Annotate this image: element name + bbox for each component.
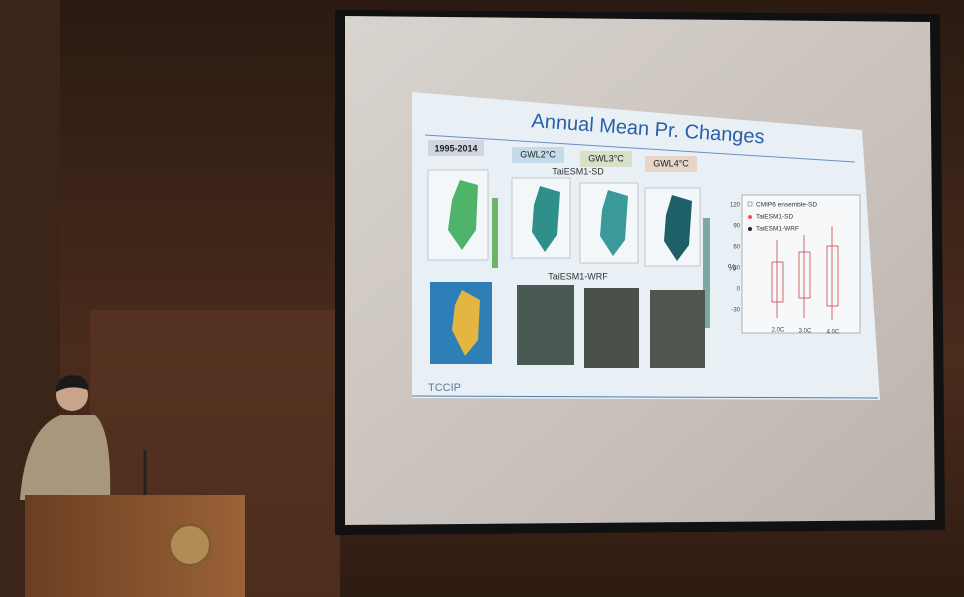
row-label: TaiESM1-WRF bbox=[548, 271, 608, 281]
map-panel bbox=[650, 290, 705, 368]
map-panel bbox=[584, 288, 639, 368]
x-tick-label: 2.0C bbox=[772, 328, 785, 334]
y-axis-unit: % bbox=[728, 262, 736, 272]
colorbar bbox=[492, 198, 498, 268]
x-tick-label: 3.0C bbox=[799, 329, 812, 335]
scenario: GWL4°C bbox=[653, 158, 689, 168]
row-label: TaiESM1-SD bbox=[552, 166, 604, 176]
podium bbox=[25, 495, 245, 597]
y-tick-label: 60 bbox=[733, 245, 740, 251]
logo: TCCIP bbox=[428, 382, 461, 394]
scenario: GWL2°C bbox=[520, 149, 556, 159]
legend-swatch bbox=[748, 227, 752, 231]
y-tick-label: 120 bbox=[730, 203, 741, 209]
scenario: GWL3°C bbox=[588, 153, 624, 163]
period: 1995-2014 bbox=[434, 143, 477, 153]
x-tick-label: 4.0C bbox=[827, 330, 840, 336]
photo: Annual Mean Pr. Changes 1995-2014 GWL2°C… bbox=[0, 0, 964, 597]
legend-label: TaiESM1-WRF bbox=[756, 226, 799, 233]
legend-label: TaiESM1-SD bbox=[756, 214, 794, 221]
y-tick-label: 90 bbox=[733, 224, 740, 230]
map-panel bbox=[517, 285, 574, 365]
legend-swatch bbox=[748, 215, 752, 219]
y-tick-label: -30 bbox=[731, 308, 740, 314]
podium-emblem bbox=[170, 525, 210, 565]
legend-label: CMIP6 ensemble-SD bbox=[756, 202, 817, 209]
